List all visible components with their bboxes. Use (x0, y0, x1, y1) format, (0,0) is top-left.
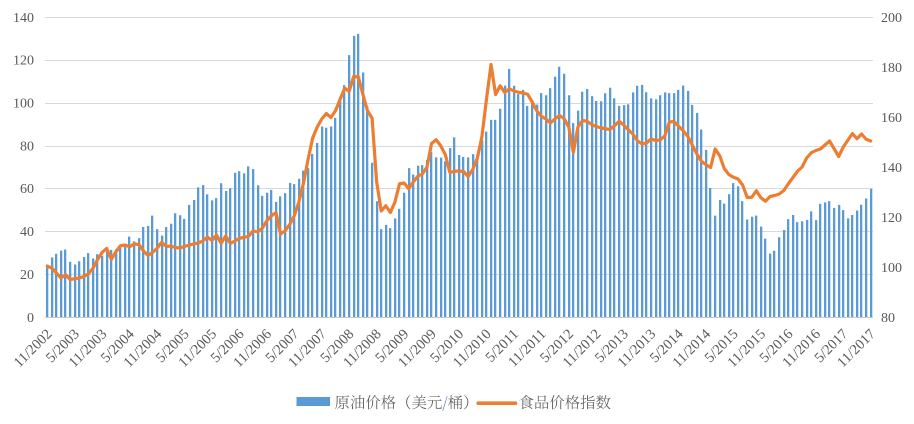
svg-text:100: 100 (881, 261, 902, 276)
svg-text:0: 0 (27, 311, 34, 326)
svg-text:60: 60 (20, 182, 34, 197)
svg-text:180: 180 (881, 61, 902, 76)
svg-text:120: 120 (881, 211, 902, 226)
svg-text:140: 140 (13, 11, 34, 26)
svg-text:40: 40 (20, 225, 34, 240)
svg-text:200: 200 (881, 11, 902, 26)
svg-text:80: 80 (20, 139, 34, 154)
svg-text:120: 120 (13, 54, 34, 69)
svg-text:20: 20 (20, 268, 34, 283)
svg-text:160: 160 (881, 111, 902, 126)
svg-text:100: 100 (13, 97, 34, 112)
svg-text:140: 140 (881, 161, 902, 176)
svg-text:80: 80 (881, 311, 895, 326)
